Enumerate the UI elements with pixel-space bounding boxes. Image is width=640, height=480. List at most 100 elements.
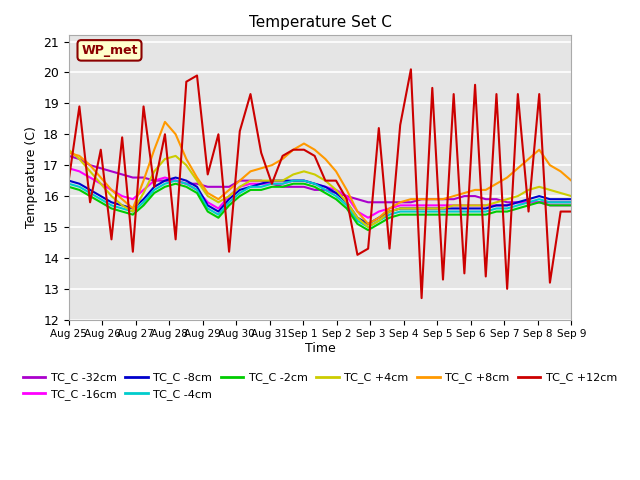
TC_C +4cm xyxy=(321,178,329,183)
TC_C -8cm xyxy=(279,178,287,183)
TC_C -4cm xyxy=(514,203,522,208)
TC_C -2cm xyxy=(428,212,436,217)
TC_C -2cm xyxy=(193,190,201,196)
TC_C -2cm xyxy=(503,209,511,215)
TC_C +8cm xyxy=(76,153,83,159)
TC_C +12cm xyxy=(279,153,287,159)
TC_C -4cm xyxy=(482,209,490,215)
TC_C -16cm xyxy=(225,193,233,199)
TC_C -16cm xyxy=(268,181,276,187)
TC_C +4cm xyxy=(246,178,254,183)
TC_C -8cm xyxy=(150,184,158,190)
TC_C +12cm xyxy=(471,82,479,88)
TC_C -16cm xyxy=(482,203,490,208)
TC_C -2cm xyxy=(332,196,340,202)
TC_C +4cm xyxy=(129,209,137,215)
TC_C -2cm xyxy=(396,212,404,217)
TC_C -8cm xyxy=(557,196,564,202)
TC_C +12cm xyxy=(450,91,458,97)
TC_C +8cm xyxy=(129,205,137,211)
TC_C -4cm xyxy=(536,196,543,202)
TC_C -8cm xyxy=(193,184,201,190)
TC_C +4cm xyxy=(439,205,447,211)
TC_C -2cm xyxy=(97,199,104,205)
TC_C -32cm xyxy=(353,196,361,202)
TC_C -4cm xyxy=(172,178,179,183)
TC_C +4cm xyxy=(514,193,522,199)
TC_C -4cm xyxy=(214,212,222,217)
TC_C -4cm xyxy=(353,218,361,224)
TC_C -32cm xyxy=(418,196,426,202)
TC_C -2cm xyxy=(536,199,543,205)
TC_C -4cm xyxy=(140,199,147,205)
TC_C +8cm xyxy=(268,162,276,168)
TC_C -4cm xyxy=(279,181,287,187)
TC_C -8cm xyxy=(246,184,254,190)
TC_C -8cm xyxy=(321,184,329,190)
TC_C -32cm xyxy=(461,193,468,199)
TC_C -32cm xyxy=(525,199,532,205)
TC_C -8cm xyxy=(204,203,212,208)
TC_C -4cm xyxy=(396,209,404,215)
TC_C +12cm xyxy=(332,178,340,183)
TC_C -32cm xyxy=(118,171,126,177)
TC_C +12cm xyxy=(225,249,233,254)
TC_C -2cm xyxy=(172,181,179,187)
TC_C +8cm xyxy=(364,221,372,227)
TC_C -2cm xyxy=(225,203,233,208)
TC_C -32cm xyxy=(246,178,254,183)
TC_C -8cm xyxy=(129,205,137,211)
TC_C -32cm xyxy=(396,199,404,205)
TC_C -2cm xyxy=(76,187,83,193)
TC_C -32cm xyxy=(76,156,83,162)
TC_C -8cm xyxy=(311,181,319,187)
TC_C -16cm xyxy=(450,203,458,208)
TC_C -4cm xyxy=(311,181,319,187)
TC_C -2cm xyxy=(268,184,276,190)
TC_C +4cm xyxy=(311,171,319,177)
TC_C -2cm xyxy=(364,227,372,233)
TC_C +8cm xyxy=(246,168,254,174)
TC_C -32cm xyxy=(364,199,372,205)
TC_C -32cm xyxy=(214,184,222,190)
TC_C +4cm xyxy=(140,190,147,196)
TC_C -2cm xyxy=(493,209,500,215)
TC_C -8cm xyxy=(225,196,233,202)
TC_C +4cm xyxy=(461,203,468,208)
TC_C +8cm xyxy=(236,178,244,183)
TC_C -32cm xyxy=(375,199,383,205)
TC_C -32cm xyxy=(97,166,104,171)
TC_C -2cm xyxy=(214,215,222,221)
TC_C -2cm xyxy=(257,187,265,193)
TC_C +12cm xyxy=(150,184,158,190)
TC_C +12cm xyxy=(536,91,543,97)
TC_C +4cm xyxy=(536,184,543,190)
TC_C +4cm xyxy=(214,199,222,205)
TC_C -2cm xyxy=(525,203,532,208)
TC_C +12cm xyxy=(257,150,265,156)
TC_C -4cm xyxy=(76,184,83,190)
Line: TC_C +12cm: TC_C +12cm xyxy=(68,69,572,298)
TC_C -4cm xyxy=(343,203,351,208)
TC_C -4cm xyxy=(546,199,554,205)
TC_C -4cm xyxy=(503,205,511,211)
TC_C -16cm xyxy=(321,184,329,190)
TC_C -4cm xyxy=(97,196,104,202)
TC_C -8cm xyxy=(418,205,426,211)
TC_C +4cm xyxy=(182,162,190,168)
TC_C +8cm xyxy=(471,187,479,193)
TC_C +4cm xyxy=(471,203,479,208)
TC_C +12cm xyxy=(140,104,147,109)
TC_C +8cm xyxy=(525,156,532,162)
TC_C +8cm xyxy=(97,175,104,180)
TC_C -4cm xyxy=(268,181,276,187)
TC_C -2cm xyxy=(514,205,522,211)
TC_C +12cm xyxy=(546,280,554,286)
TC_C +8cm xyxy=(140,178,147,183)
Title: Temperature Set C: Temperature Set C xyxy=(248,15,392,30)
Line: TC_C -8cm: TC_C -8cm xyxy=(68,178,572,224)
TC_C +12cm xyxy=(418,295,426,301)
TC_C -8cm xyxy=(407,205,415,211)
TC_C -2cm xyxy=(375,221,383,227)
TC_C +8cm xyxy=(514,166,522,171)
